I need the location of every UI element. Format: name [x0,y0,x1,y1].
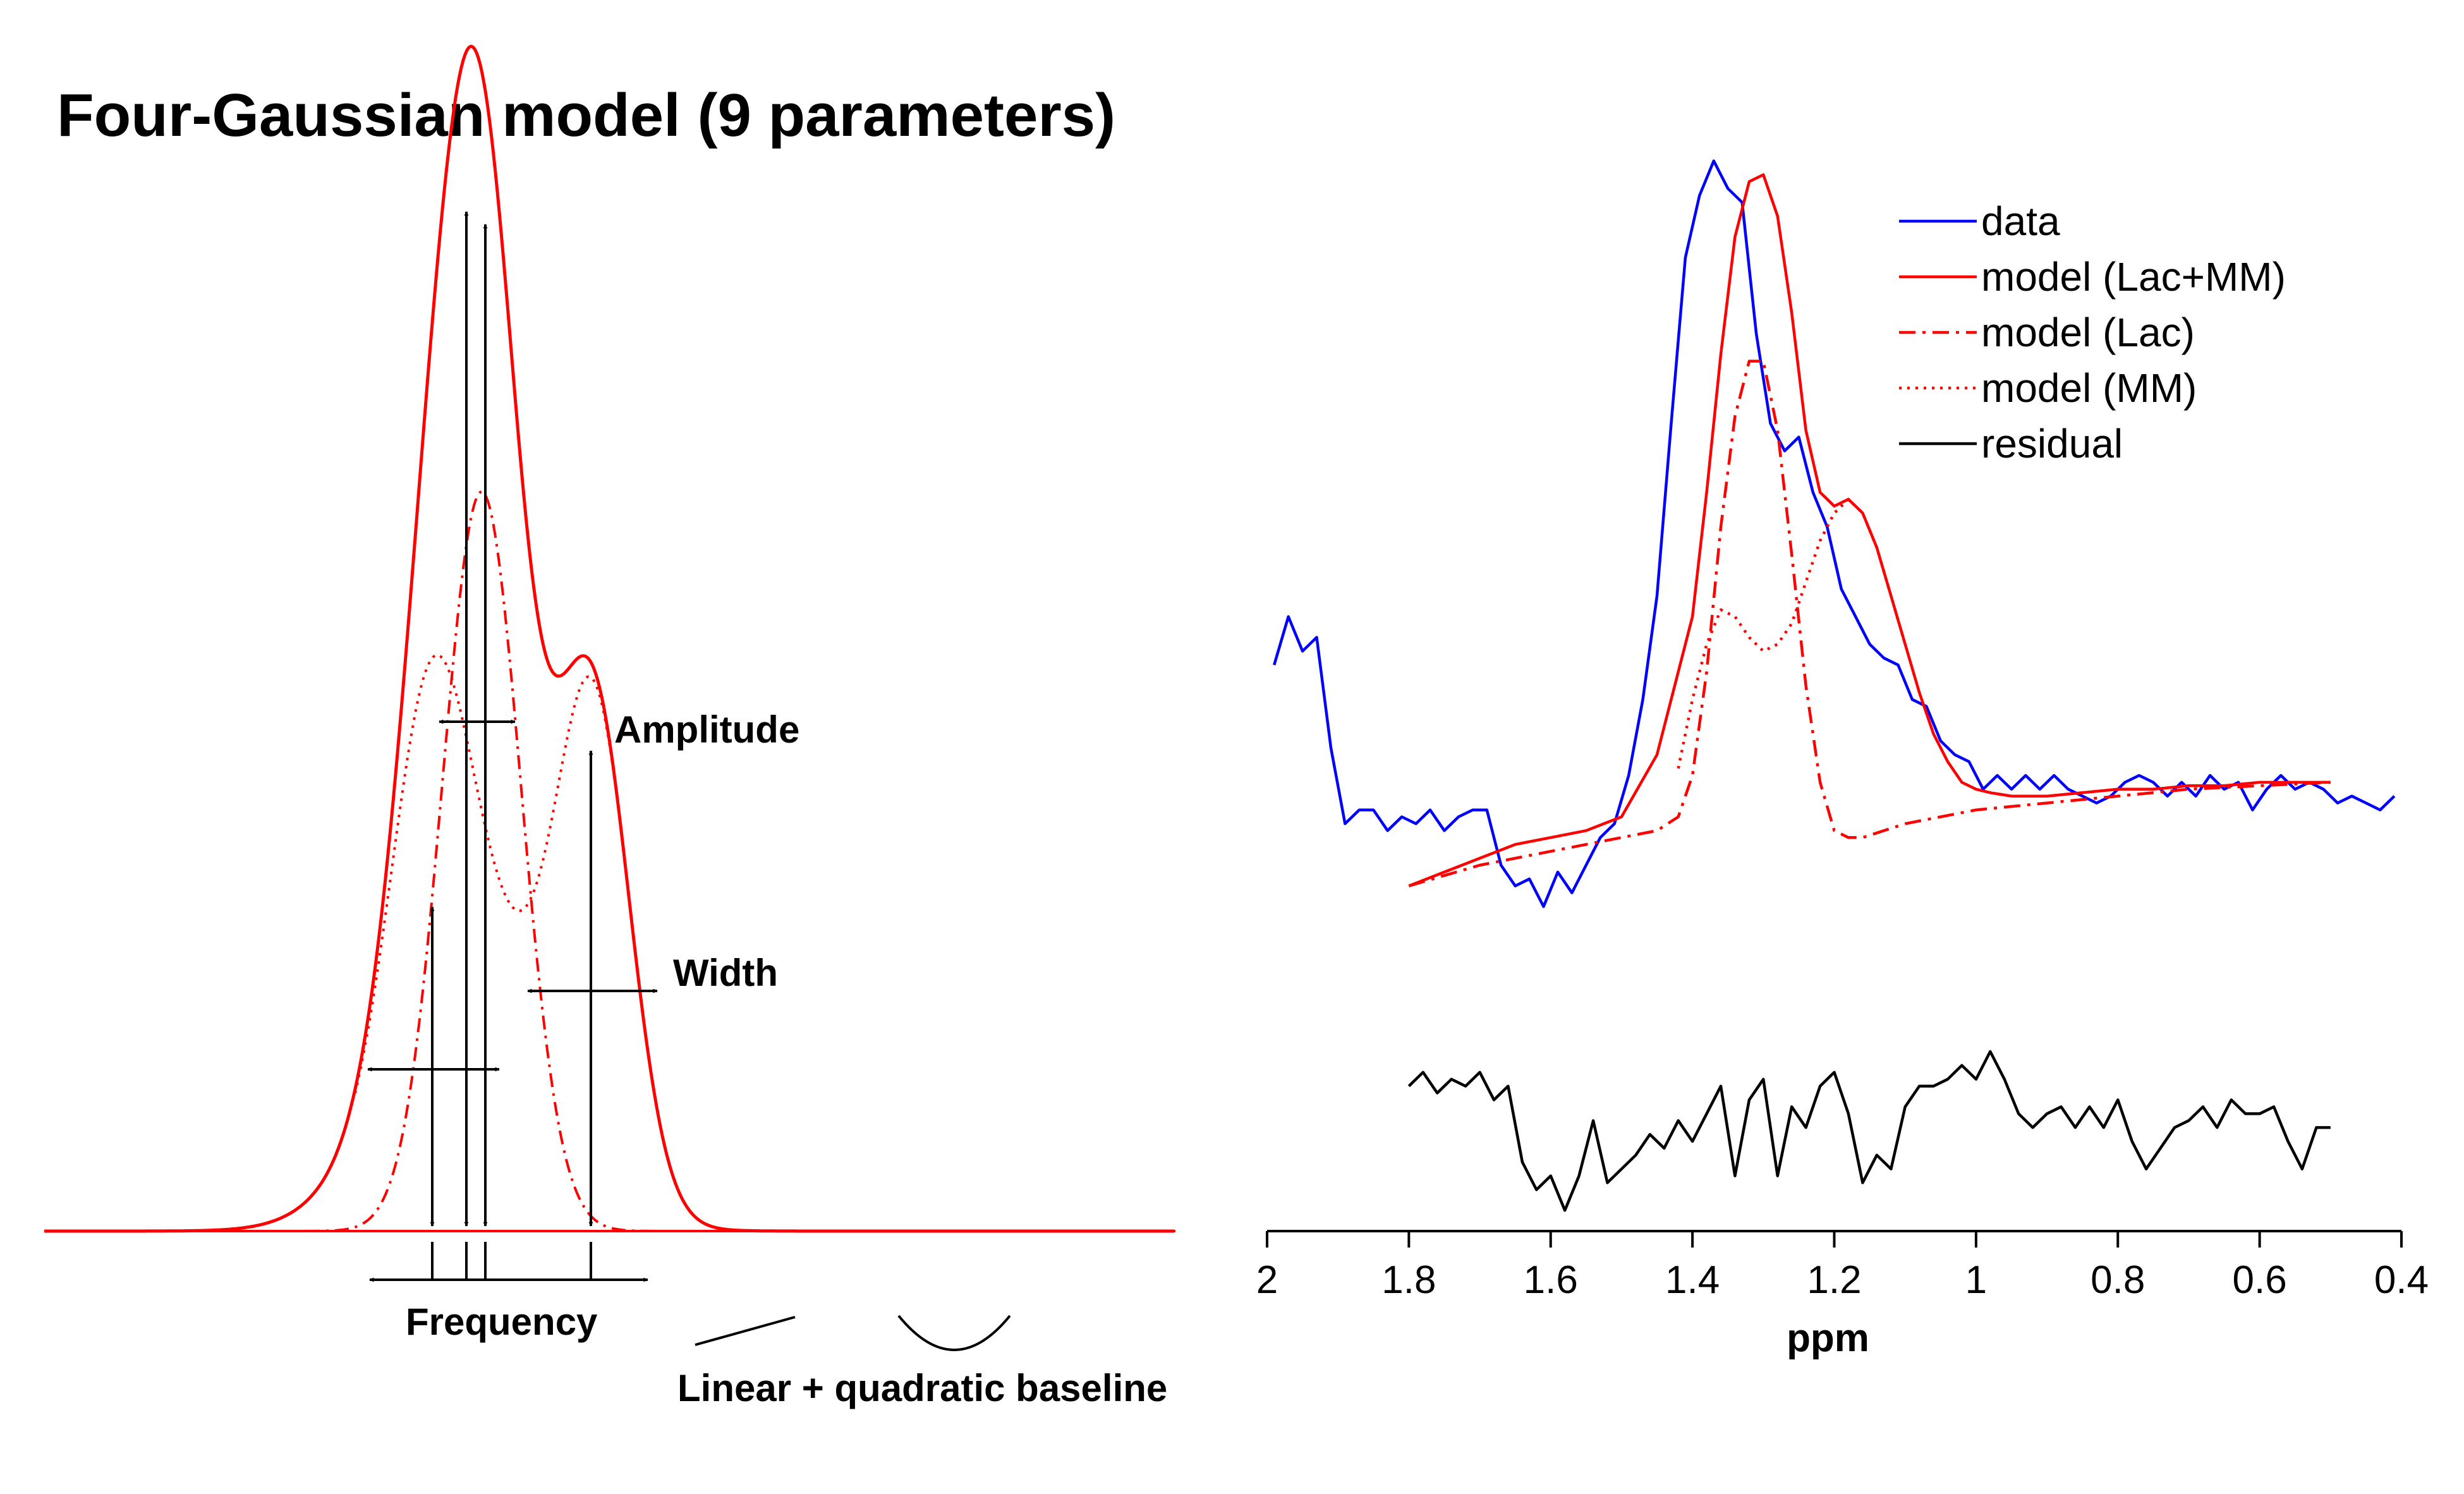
series-line-3 [1677,497,1907,769]
x-axis-label: ppm [1787,1316,1869,1360]
frequency-label: Frequency [406,1301,598,1343]
x-tick-label: 1.8 [1381,1258,1436,1302]
linear-baseline-icon [695,1316,796,1346]
schematic-total-curve [44,44,1174,1233]
x-tick-label: 0.6 [2233,1258,2287,1302]
x-tick-label: 1.2 [1807,1258,1861,1302]
schematic-lac-curve [44,490,1174,1232]
x-tick-label: 0.4 [2374,1258,2429,1302]
baseline-label: Linear + quadratic baseline [677,1367,1167,1409]
legend-label: model (Lac) [1981,310,2195,355]
quadratic-baseline-icon [897,1315,1011,1351]
page-title: Four-Gaussian model (9 parameters) [57,82,1116,149]
x-tick-label: 1.4 [1665,1258,1720,1302]
legend-label: model (Lac+MM) [1981,254,2286,300]
legend-label: data [1981,198,2060,244]
x-axis-ticks: 2 1.8 1.6 1.4 1.2 1 0.8 0.6 0.4 [1256,1231,2429,1302]
plot-series [1273,159,2396,1212]
width-label: Width [673,952,778,994]
spectrum-chart: 2 1.8 1.6 1.4 1.2 1 0.8 0.6 0.4 ppm data model (L… [1256,159,2429,1360]
x-tick-label: 1 [1965,1258,1987,1302]
series-line-2 [1408,360,2331,887]
amplitude-label: Amplitude [614,708,799,751]
legend: data model (Lac+MM) model (Lac) model (MM) r… [1899,198,2286,466]
model-schematic: Amplitude Width Frequency Linear + quadr… [44,44,1175,1409]
schematic-arrows [367,211,658,1282]
legend-label: model (MM) [1981,365,2197,411]
x-tick-label: 0.8 [2091,1258,2145,1302]
legend-label: residual [1981,421,2123,466]
series-line-1 [1408,173,2331,887]
series-line-0 [1273,159,2396,908]
series-line-4 [1407,1050,2331,1212]
schematic-curves [44,44,1174,1233]
x-tick-label: 2 [1256,1258,1278,1302]
x-tick-label: 1.6 [1524,1258,1578,1302]
